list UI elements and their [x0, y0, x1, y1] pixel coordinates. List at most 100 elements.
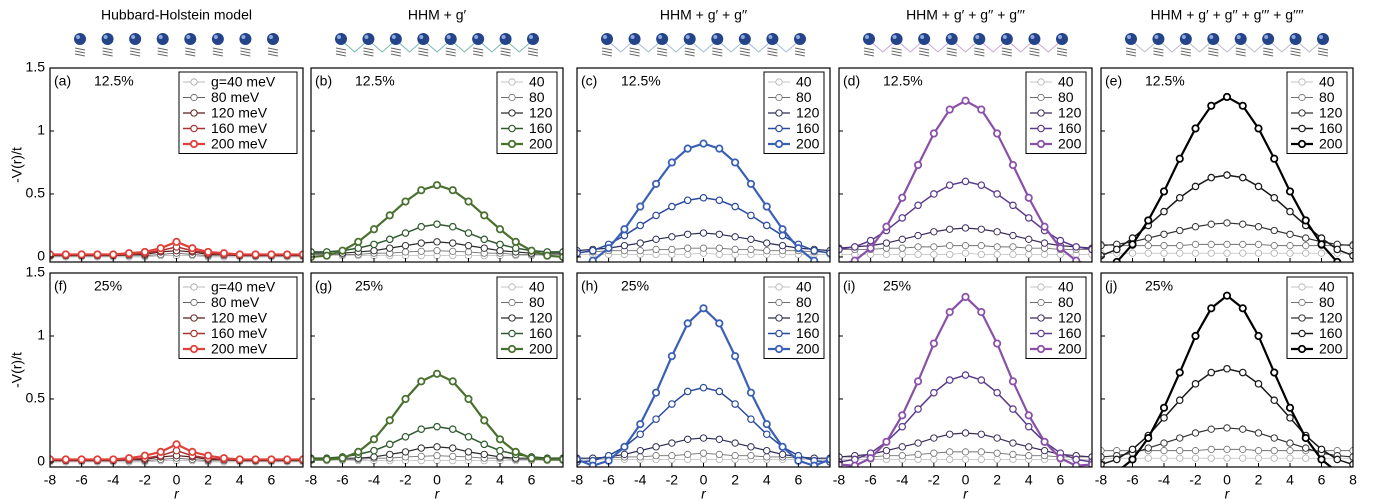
- legend-label: 200 meV: [211, 341, 268, 357]
- atom: [628, 33, 641, 45]
- legend-marker: [508, 78, 516, 86]
- data-point: [850, 256, 859, 262]
- data-point: [866, 244, 875, 253]
- doping-label: 25%: [621, 278, 649, 294]
- data-point: [172, 237, 181, 246]
- data-point: [1175, 396, 1184, 405]
- data-point: [1239, 240, 1247, 248]
- atom: [1207, 33, 1220, 45]
- atom-highlight: [1030, 35, 1035, 39]
- data-point: [1009, 243, 1017, 251]
- data-point: [1317, 445, 1326, 454]
- data-point: [1056, 244, 1065, 253]
- data-point: [993, 243, 1001, 251]
- atom-highlight: [446, 35, 451, 39]
- atom-highlight: [1154, 35, 1159, 39]
- data-point: [839, 460, 844, 467]
- data-point: [946, 430, 954, 438]
- data-point: [433, 422, 441, 431]
- data-point: [993, 434, 1001, 442]
- atom: [1234, 33, 1247, 45]
- data-point: [354, 447, 363, 456]
- data-point: [1223, 454, 1231, 462]
- x-tick-label: -2: [1189, 472, 1202, 488]
- atom: [129, 33, 142, 45]
- data-point: [1191, 331, 1200, 341]
- lattice-icon: [74, 33, 279, 57]
- x-tick-label: 2: [731, 472, 739, 488]
- x-tick-label: 0: [173, 472, 181, 488]
- legend-marker: [190, 93, 198, 102]
- data-point: [1040, 239, 1049, 247]
- x-tick-label: 0: [433, 472, 441, 488]
- legend-label: 120: [529, 105, 553, 121]
- data-point: [977, 242, 985, 250]
- legend-label: 160 meV: [211, 120, 268, 136]
- data-point: [449, 239, 457, 247]
- data-point: [1223, 240, 1231, 248]
- data-point: [1128, 455, 1137, 464]
- coupling-line: [716, 39, 746, 53]
- data-point: [1090, 261, 1092, 262]
- panel-label: (d): [843, 73, 860, 89]
- legend-marker: [508, 314, 516, 322]
- data-point: [914, 439, 922, 447]
- data-point: [1223, 445, 1231, 453]
- data-point: [1207, 445, 1215, 453]
- legend-marker: [1298, 93, 1306, 102]
- data-point: [1160, 439, 1168, 447]
- data-point: [1009, 250, 1017, 259]
- legend-marker: [507, 344, 517, 354]
- atom: [239, 33, 252, 45]
- atom: [794, 33, 806, 45]
- data-point: [1072, 461, 1081, 467]
- data-point: [1270, 454, 1278, 462]
- data-point: [667, 158, 676, 167]
- data-point: [699, 449, 708, 457]
- data-point: [977, 376, 986, 384]
- x-tick-label: -6: [75, 472, 88, 488]
- data-point: [1025, 235, 1033, 244]
- data-point: [1270, 368, 1279, 377]
- coupling-line: [1034, 39, 1063, 53]
- data-point: [945, 307, 954, 317]
- data-point: [945, 181, 954, 189]
- data-point: [386, 244, 394, 252]
- spring: [390, 47, 401, 57]
- data-point: [322, 251, 331, 260]
- data-point: [731, 245, 739, 254]
- coupling-line: [606, 39, 635, 53]
- data-point: [763, 239, 771, 247]
- spring: [267, 47, 279, 57]
- data-point: [1254, 240, 1263, 248]
- atom-highlight: [213, 35, 218, 39]
- data-point: [778, 225, 787, 234]
- data-point: [715, 319, 724, 328]
- data-point: [204, 451, 213, 460]
- spring: [767, 47, 778, 57]
- data-point: [827, 264, 833, 270]
- data-point: [251, 250, 260, 259]
- x-tick-label: -4: [107, 472, 120, 488]
- legend-marker: [775, 298, 783, 307]
- data-point: [1254, 447, 1263, 455]
- data-point: [913, 160, 923, 170]
- data-point: [511, 237, 520, 246]
- x-tick-label: 4: [1286, 472, 1294, 488]
- panel-label: (a): [54, 73, 71, 89]
- data-point: [977, 181, 986, 189]
- atom-highlight: [1264, 35, 1269, 39]
- data-point: [370, 246, 378, 255]
- data-point: [1009, 439, 1017, 447]
- data-point: [527, 454, 536, 463]
- atom: [711, 33, 724, 45]
- data-point: [747, 211, 755, 220]
- data-point: [354, 237, 363, 246]
- data-point: [543, 251, 552, 260]
- data-point: [156, 447, 165, 456]
- x-tick-label: -8: [305, 472, 318, 488]
- data-point: [448, 377, 457, 386]
